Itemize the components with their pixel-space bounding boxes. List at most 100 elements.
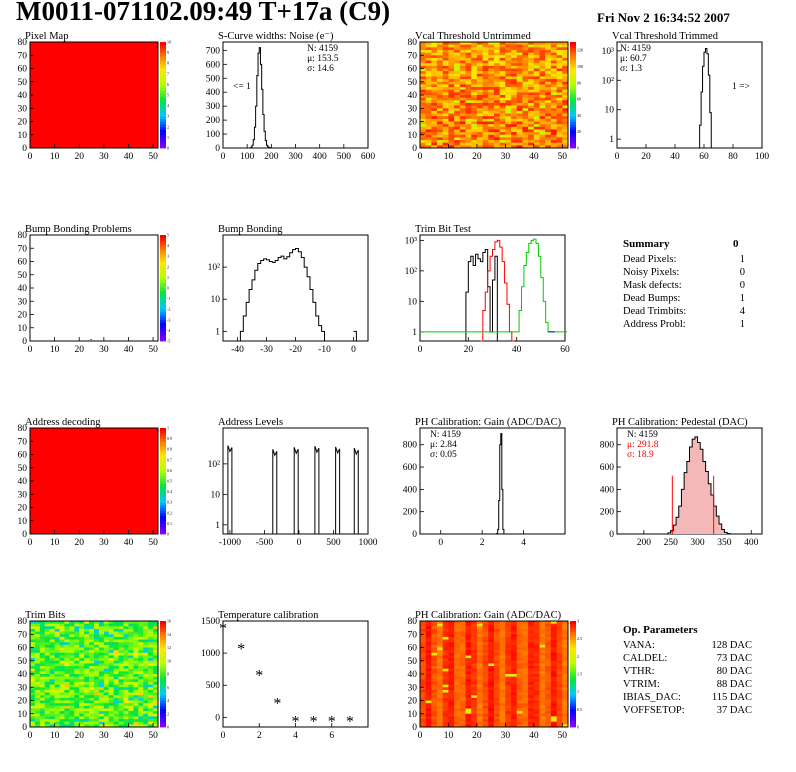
heatmap-cell <box>148 721 154 725</box>
x-tick-label: 40 <box>512 345 522 355</box>
heatmap-cell <box>431 681 438 686</box>
heatmap-cell <box>488 92 495 96</box>
heatmap-cell <box>522 713 529 717</box>
heatmap-cell <box>437 626 444 630</box>
heatmap-cell <box>118 652 125 656</box>
heatmap-cell <box>59 684 65 688</box>
heatmap-cell <box>425 105 432 109</box>
heatmap-cell <box>556 663 563 667</box>
heatmap-cell <box>118 674 125 678</box>
heatmap-cell <box>153 695 159 699</box>
colorbar-segment <box>160 132 166 136</box>
heatmap-cell <box>420 695 427 699</box>
heatmap-cell <box>476 76 484 80</box>
heatmap-cell <box>545 97 552 101</box>
heatmap-cell <box>562 636 569 641</box>
x-tick-label: 0 <box>418 345 423 355</box>
heatmap-cell <box>138 705 144 709</box>
heatmap-cell <box>556 719 563 723</box>
heatmap-cell <box>465 716 472 720</box>
heatmap-cell <box>448 105 455 109</box>
heatmap-cell <box>138 655 144 659</box>
heatmap-cell <box>69 655 75 659</box>
heatmap-cell <box>471 137 478 141</box>
heatmap-cell <box>94 660 100 664</box>
colorbar-segment <box>570 623 576 627</box>
heatmap-cell <box>34 652 41 656</box>
heatmap-cell <box>516 647 523 651</box>
y-tick-label: 1000 <box>201 649 220 659</box>
heatmap-cell <box>488 705 495 709</box>
heatmap-cell <box>425 97 432 101</box>
heatmap-cell <box>89 711 95 715</box>
heatmap-cell <box>44 671 51 675</box>
heatmap-cell <box>511 708 518 712</box>
heatmap-cell <box>54 636 61 641</box>
heatmap-cell <box>454 721 461 725</box>
heatmap-cell <box>133 711 139 715</box>
colorbar-segment <box>570 697 576 701</box>
heatmap-cell <box>39 716 46 720</box>
colorbar-tick-label: 4 <box>167 103 169 108</box>
heatmap-cell <box>153 711 159 715</box>
heatmap-cell <box>488 721 495 725</box>
heatmap-cell <box>516 628 523 633</box>
heatmap-cell <box>442 660 449 664</box>
heatmap-cell <box>425 47 432 51</box>
colorbar-tick-label: -4 <box>167 328 170 333</box>
heatmap-cell <box>39 713 46 717</box>
heatmap-cell <box>459 89 467 93</box>
heatmap-cell <box>454 724 461 728</box>
heatmap-cell <box>448 95 455 99</box>
heatmap-cell <box>522 132 529 136</box>
colorbar-tick-label: -5 <box>167 339 170 344</box>
colorbar-segment <box>160 510 166 514</box>
heatmap-cell <box>482 110 489 115</box>
heatmap-cell <box>516 49 523 54</box>
heatmap-cell <box>528 652 535 656</box>
heatmap-cell <box>133 647 139 651</box>
heatmap-cell <box>94 700 100 704</box>
colorbar-segment <box>570 676 576 680</box>
heatmap-cell <box>556 63 563 67</box>
heatmap-cell <box>98 658 105 662</box>
heatmap-cell <box>562 79 569 83</box>
heatmap-cell <box>562 105 569 109</box>
heatmap-cell <box>425 671 432 675</box>
heatmap-cell <box>69 621 75 625</box>
heatmap-cell <box>488 105 495 109</box>
heatmap-cell <box>471 674 478 678</box>
colorbar-segment <box>570 666 576 670</box>
heatmap-cell <box>420 108 427 112</box>
heatmap-cell <box>505 652 512 656</box>
heatmap-cell <box>550 73 558 77</box>
heatmap-cell <box>471 132 478 136</box>
heatmap-cell <box>539 713 546 717</box>
heatmap-cell <box>522 124 529 128</box>
heatmap-cell <box>476 650 484 654</box>
colorbar-segment <box>160 110 166 114</box>
heatmap-cell <box>488 663 495 667</box>
heatmap-cell <box>511 87 518 91</box>
heatmap-cell <box>545 87 552 91</box>
heatmap-cell <box>39 705 46 709</box>
heatmap-cell <box>448 721 455 725</box>
heatmap-cell <box>74 644 80 648</box>
heatmap-cell <box>34 628 41 633</box>
heatmap-cell <box>69 721 75 725</box>
heatmap-cell <box>516 81 523 85</box>
heatmap-cell <box>442 703 449 707</box>
heatmap-cell <box>550 47 558 51</box>
heatmap-cell <box>448 118 455 122</box>
x-tick-label: 40 <box>670 152 680 162</box>
heatmap-cell <box>465 703 472 707</box>
heatmap-cell <box>476 711 484 715</box>
heatmap-cell <box>499 724 506 728</box>
heatmap-cell <box>550 108 558 112</box>
heatmap-cell <box>533 47 541 51</box>
heatmap-cell <box>442 132 449 136</box>
heatmap-cell <box>74 621 80 625</box>
heatmap-cell <box>482 87 489 91</box>
heatmap-cell <box>454 626 461 630</box>
